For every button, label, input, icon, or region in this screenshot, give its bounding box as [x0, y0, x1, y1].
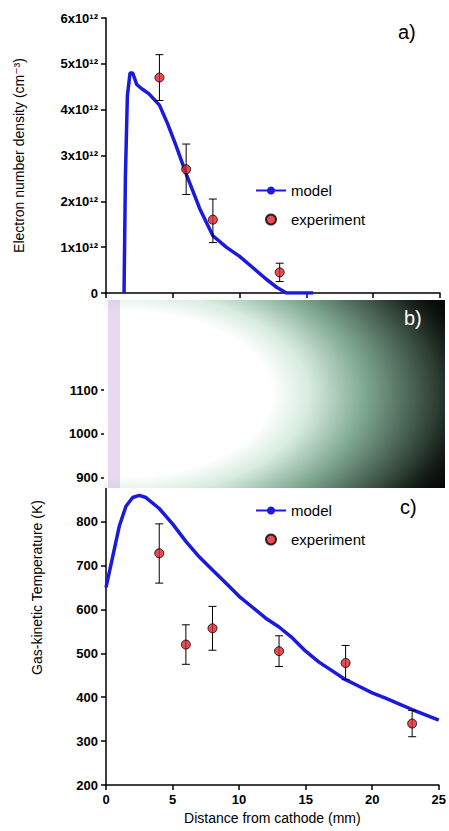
- svg-text:a): a): [398, 21, 416, 43]
- svg-text:10: 10: [232, 792, 246, 807]
- svg-text:1x10¹²: 1x10¹²: [60, 240, 98, 255]
- svg-text:500: 500: [76, 646, 98, 661]
- svg-text:20: 20: [365, 792, 379, 807]
- svg-text:Gas-kinetic Temperature (K): Gas-kinetic Temperature (K): [29, 500, 45, 675]
- svg-text:700: 700: [76, 558, 98, 573]
- svg-text:800: 800: [76, 514, 98, 529]
- svg-text:Electron number density (cm⁻³): Electron number density (cm⁻³): [11, 58, 27, 253]
- svg-text:0: 0: [102, 792, 109, 807]
- svg-text:6x10¹²: 6x10¹²: [60, 11, 98, 26]
- svg-text:200: 200: [76, 778, 98, 793]
- svg-text:5x10¹²: 5x10¹²: [60, 56, 98, 71]
- svg-text:4x10¹²: 4x10¹²: [60, 102, 98, 117]
- svg-text:1100: 1100: [70, 383, 98, 398]
- svg-text:5: 5: [169, 792, 176, 807]
- svg-text:model: model: [291, 182, 332, 199]
- svg-text:model: model: [291, 502, 332, 519]
- svg-text:experiment: experiment: [291, 531, 366, 548]
- svg-text:600: 600: [76, 602, 98, 617]
- svg-text:c): c): [400, 496, 417, 518]
- svg-text:3x10¹²: 3x10¹²: [60, 148, 98, 163]
- svg-text:400: 400: [76, 690, 98, 705]
- svg-text:2x10¹²: 2x10¹²: [60, 194, 98, 209]
- svg-text:900: 900: [76, 470, 98, 485]
- svg-text:b): b): [404, 307, 422, 329]
- svg-text:300: 300: [76, 734, 98, 749]
- svg-text:Distance from cathode (mm): Distance from cathode (mm): [184, 810, 361, 826]
- svg-text:1000: 1000: [69, 426, 98, 441]
- svg-text:experiment: experiment: [291, 211, 366, 228]
- svg-text:25: 25: [432, 792, 446, 807]
- svg-text:0: 0: [91, 286, 98, 301]
- svg-text:15: 15: [298, 792, 312, 807]
